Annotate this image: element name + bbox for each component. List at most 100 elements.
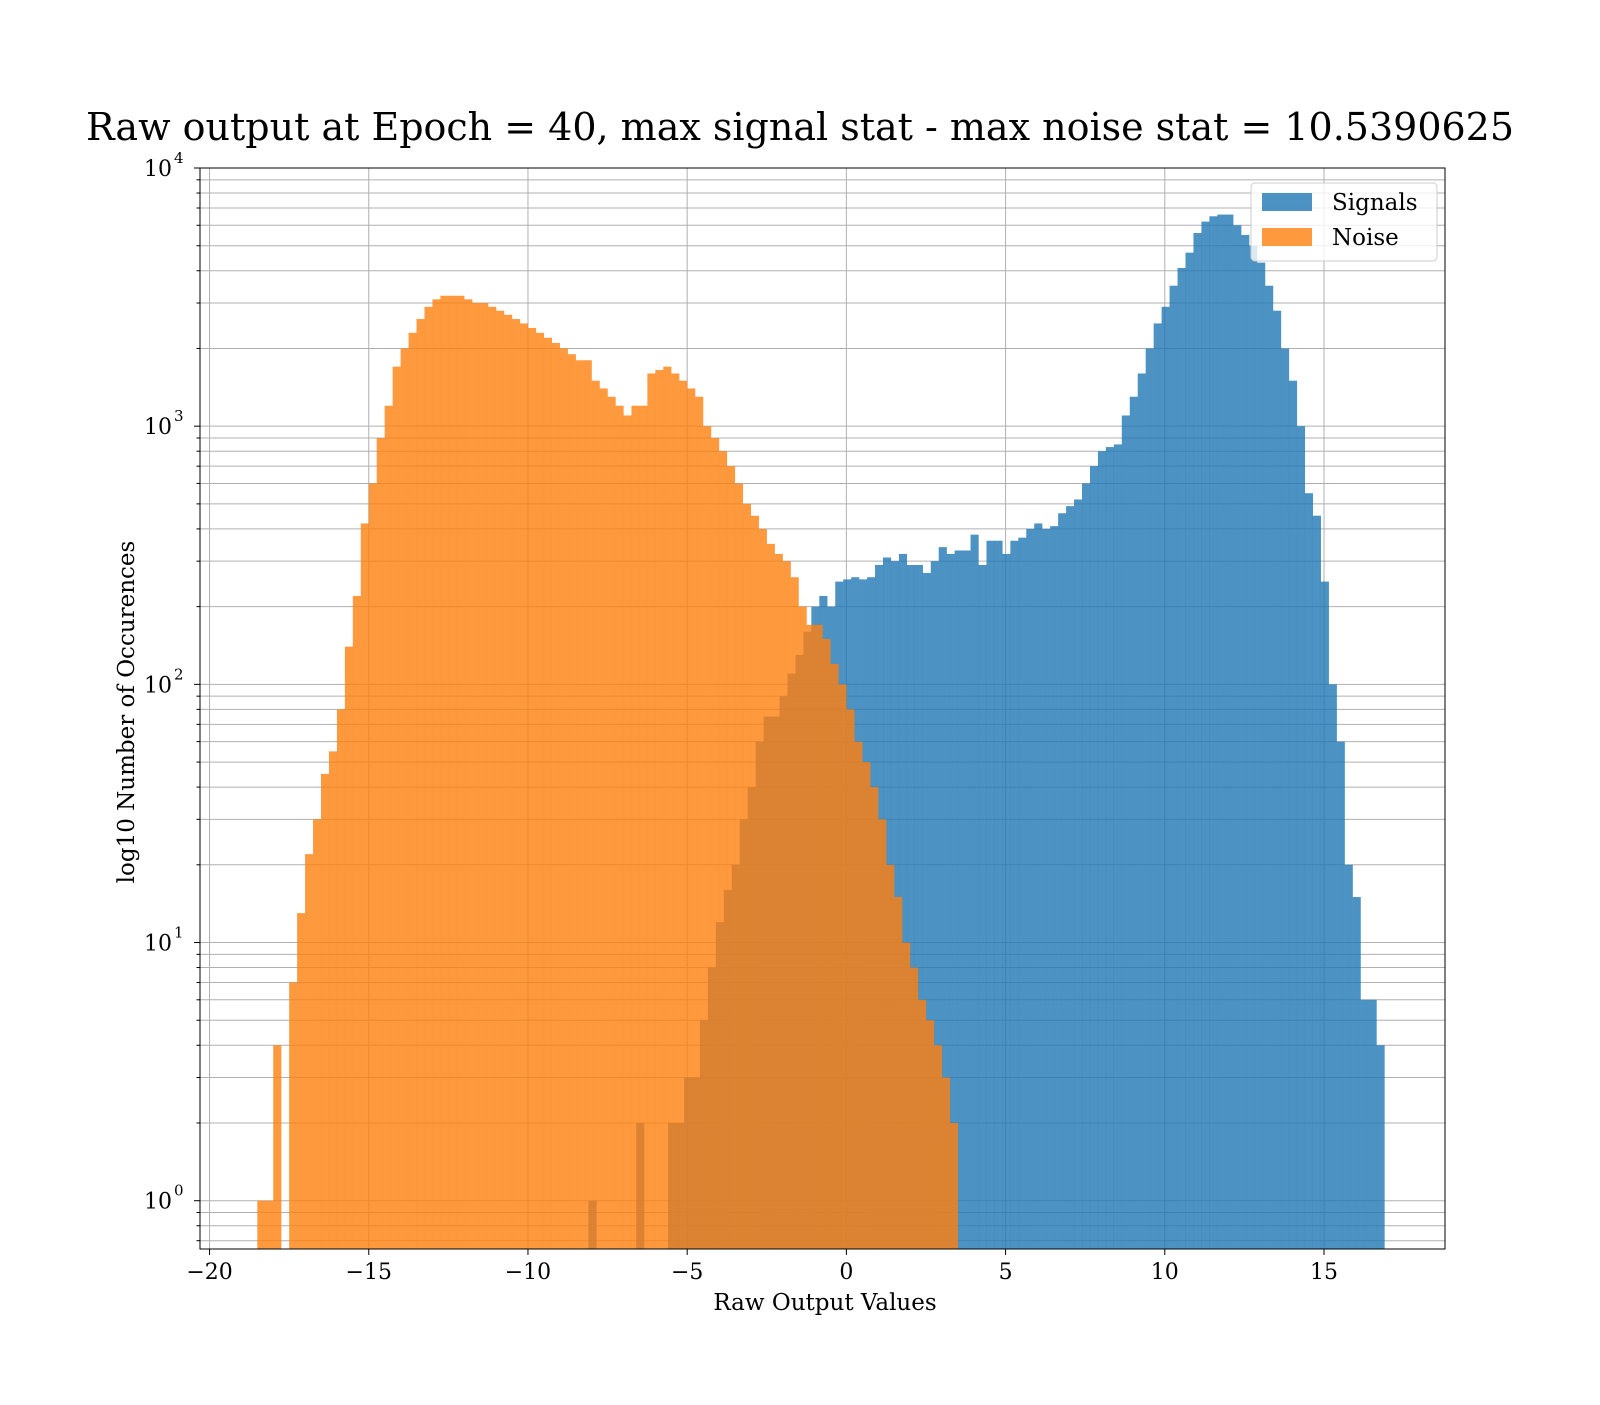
histogram-bar-signals: [1193, 233, 1202, 1250]
histogram-bar-noise: [257, 1200, 266, 1249]
histogram-bar-noise: [384, 405, 393, 1249]
histogram-bar-noise: [925, 1020, 935, 1249]
histogram-bar-noise: [774, 553, 783, 1249]
histogram-bar-signals: [914, 564, 923, 1249]
histogram-bar-signals: [1105, 447, 1114, 1249]
histogram-bar-noise: [671, 373, 680, 1250]
histogram-bar-noise: [305, 854, 314, 1249]
histogram-bar-signals: [1368, 999, 1377, 1249]
x-tick-label: −20: [186, 1260, 232, 1285]
histogram-bar-signals: [1113, 444, 1122, 1250]
histogram-bar-noise: [535, 332, 545, 1249]
histogram-bar-signals: [1249, 245, 1258, 1250]
histogram-bar-noise: [448, 295, 457, 1249]
histogram-bar-noise: [902, 942, 911, 1249]
histogram-bar-signals: [1265, 285, 1274, 1250]
histogram-bar-signals: [1320, 581, 1329, 1249]
histogram-bar-noise: [273, 1045, 282, 1249]
histogram-bar-signals: [1233, 225, 1242, 1249]
histogram-bar-noise: [790, 577, 799, 1249]
histogram-bar-noise: [639, 405, 648, 1249]
histogram-bar-noise: [289, 982, 298, 1249]
histogram-bar-signals: [954, 550, 963, 1249]
histogram-bar-noise: [313, 819, 322, 1249]
histogram-bar-noise: [265, 1200, 274, 1249]
histogram-bar-noise: [949, 1122, 958, 1249]
histogram-bar-signals: [1089, 466, 1099, 1249]
histogram-bar-noise: [496, 310, 505, 1249]
histogram-bar-noise: [806, 624, 815, 1249]
histogram-bar-signals: [922, 572, 931, 1249]
histogram-bar-noise: [328, 751, 338, 1249]
x-axis-ticks: −20 −15 −10 −5 0 5 10 15: [186, 1249, 1338, 1285]
histogram-bar-signals: [1010, 540, 1019, 1249]
histogram-bar-noise: [870, 787, 879, 1249]
histogram-bar-noise: [297, 913, 306, 1249]
histogram-bar-noise: [750, 515, 759, 1249]
histogram-bar-signals: [946, 553, 955, 1249]
histogram-bar-noise: [918, 999, 927, 1249]
histogram-bar-signals: [1153, 323, 1162, 1250]
histogram-bar-signals: [1050, 526, 1059, 1249]
histogram-bar-noise: [543, 337, 552, 1249]
x-tick-label: −15: [346, 1260, 392, 1285]
y-tick-label: 10: [144, 1190, 172, 1215]
histogram-bar-signals: [1352, 897, 1361, 1249]
histogram-bar-noise: [726, 466, 736, 1249]
x-tick-label: −10: [505, 1260, 551, 1285]
histogram-bar-signals: [978, 564, 987, 1249]
histogram-bar-noise: [886, 864, 895, 1249]
histogram-bar-noise: [782, 561, 791, 1249]
histogram-bar-signals: [1066, 506, 1075, 1249]
histogram-bar-signals: [1376, 1045, 1385, 1249]
histogram-bar-noise: [575, 360, 584, 1249]
y-tick-label-exponent: 0: [174, 1182, 184, 1200]
histogram-bar-signals: [906, 564, 915, 1249]
histogram-bar-noise: [512, 319, 521, 1250]
histogram-bar-noise: [583, 360, 592, 1249]
histogram-bar-noise: [631, 405, 640, 1249]
histogram-bar-signals: [1121, 415, 1130, 1250]
histogram-bar-noise: [464, 299, 473, 1249]
histogram-bar-noise: [846, 709, 855, 1249]
histogram-bar-signals: [1145, 348, 1154, 1249]
histogram-bar-noise: [838, 684, 847, 1249]
histogram-bar-noise: [607, 396, 616, 1249]
histogram-bar-signals: [1137, 373, 1146, 1250]
histogram-bar-signals: [1002, 553, 1011, 1249]
legend-label-noise: Noise: [1332, 225, 1399, 251]
histogram-bar-signals: [1177, 267, 1186, 1249]
histogram-bar-noise: [392, 366, 401, 1249]
x-tick-label: 10: [1151, 1260, 1179, 1285]
histogram-bar-noise: [910, 967, 919, 1249]
histogram-bar-signals: [970, 534, 979, 1249]
histogram-bar-noise: [400, 348, 409, 1249]
histogram-bar-noise: [527, 328, 537, 1249]
y-tick-label-exponent: 3: [174, 407, 184, 425]
histogram-bar-signals: [1129, 396, 1138, 1249]
histogram-bar-noise: [862, 762, 871, 1249]
x-tick-label: −5: [671, 1260, 703, 1285]
histogram-bar-signals: [1296, 426, 1306, 1249]
histogram-bar-noise: [591, 380, 600, 1250]
histogram-bar-signals: [1042, 528, 1051, 1249]
histogram-bar-noise: [878, 819, 887, 1249]
histogram-bar-signals: [1074, 499, 1083, 1250]
histogram-bar-signals: [1344, 864, 1353, 1249]
histogram-bar-signals: [1026, 528, 1035, 1249]
y-tick-label-exponent: 2: [174, 665, 184, 683]
histogram-bar-signals: [962, 550, 971, 1249]
histogram-bar-noise: [623, 415, 632, 1250]
histogram-bar-signals: [1034, 523, 1043, 1249]
histogram-bar-signals: [1312, 515, 1321, 1249]
histogram-bar-noise: [687, 388, 696, 1249]
histogram-bar-signals: [1169, 285, 1178, 1250]
x-axis-label: Raw Output Values: [713, 1290, 936, 1316]
histogram-bar-noise: [352, 595, 361, 1249]
histogram-bar-noise: [480, 302, 489, 1249]
histogram-bar-signals: [898, 553, 908, 1249]
histogram-bar-noise: [822, 638, 831, 1249]
